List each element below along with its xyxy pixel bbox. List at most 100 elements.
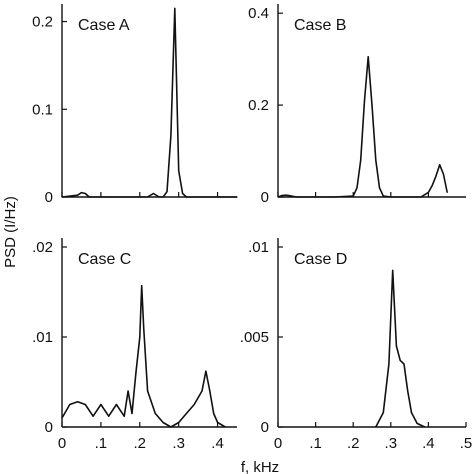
case-d-data-point [399,359,401,361]
case-c-x-tick-label: .2 [134,435,147,452]
case-c-data-point [170,426,172,428]
case-b-data-point [442,173,445,175]
case-b-data-point [371,104,373,106]
case-c-data-point [100,403,102,406]
case-a-data-point [139,196,141,198]
case-a-data-point [61,196,63,198]
case-c-data-point [61,417,63,419]
case-a-data-point [146,196,149,198]
case-d-y-tick-label: 0 [261,419,269,436]
case-d-data-point [388,363,390,365]
case-c-data-point [209,390,211,392]
y-axis-title: PSD (I/Hz) [2,196,19,268]
case-d-data-point [392,269,394,271]
case-b-data-point [409,196,411,198]
case-c-psd-line [61,284,226,428]
case-d-psd-line [375,269,425,428]
case-d-x-tick-label: .3 [385,435,398,452]
case-c-x-tick-label: 0 [58,435,66,452]
case-a-data-point [162,196,164,198]
case-b-y-tick-label: 0 [261,189,269,206]
case-c-x-tick-label: .4 [211,435,224,452]
case-a-y-tick-label: 0.1 [32,101,53,118]
case-b-data-point [315,196,317,198]
case-d-x-tick-label: 0 [274,435,282,452]
case-a-data-point [178,170,180,172]
case-a-data-point [236,196,238,198]
case-d-x-tick-label: .2 [347,435,360,452]
case-c-data-point [141,285,143,287]
case-a-data-point [216,196,219,198]
case-c-data-point [201,390,203,392]
case-c-data-point [92,415,94,417]
panel-case-b: 0 0.2 0.4 Case B [248,4,466,206]
case-b-data-point [435,175,437,177]
case-a-data-point [88,196,90,198]
case-b-data-point [277,196,279,198]
case-d-data-point [407,390,409,392]
case-c-data-point [69,403,71,406]
case-a-data-point [158,196,160,198]
case-a-data-point [80,192,83,194]
case-c-data-point [127,390,129,392]
case-b-data-point [333,196,335,198]
case-a-title: Case A [78,17,130,34]
case-b-data-point [356,187,358,189]
case-b-data-point [360,159,362,161]
case-c-data-point [205,370,207,372]
case-d-x-tick-label: .1 [309,435,322,452]
case-b-data-point [284,194,287,196]
case-b-data-point [382,195,384,197]
case-a-y-tick-label: 0 [45,189,53,206]
case-c-data-point [115,403,118,406]
case-a-data-point [108,196,110,198]
case-c-x-tick-label: .3 [172,435,185,452]
case-a-data-point [174,7,176,9]
case-a-data-point [185,196,188,198]
case-b-psd-line [277,56,448,198]
case-b-data-point [375,159,377,161]
case-a-data-point [152,192,154,195]
case-d-data-point [424,426,426,428]
case-d-x-tick-label: .5 [460,435,473,452]
case-a-data-point [84,192,86,195]
case-a-data-point [197,196,199,198]
case-b-data-point [446,191,448,194]
case-d-title: Case D [294,251,347,268]
case-c-data-point [213,412,215,415]
case-c-data-point [76,401,79,403]
case-b-data-point [367,56,369,58]
case-c-data-point [135,372,137,374]
panel-case-a: 0 0.1 0.2 Case A [32,4,238,206]
case-b-data-point [390,196,392,198]
case-a-data-point [170,134,172,137]
case-c-data-point [131,412,133,415]
case-b-data-point [296,196,298,198]
case-c-data-point [123,415,125,417]
case-b-title: Case B [294,17,346,34]
case-d-data-point [403,363,405,365]
case-a-data-point [189,196,191,198]
case-b-data-point [352,195,354,197]
case-b-data-point [378,187,381,189]
case-a-data-point [76,194,79,196]
case-c-data-point [139,336,141,338]
case-b-data-point [363,99,366,102]
case-d-y-tick-label: .005 [240,329,269,346]
case-c-y-tick-label: .01 [32,329,53,346]
case-b-y-tick-label: 0.4 [248,5,269,22]
case-c-data-point [154,412,156,415]
case-c-title: Case C [78,251,131,268]
case-c-x-tick-label: .1 [95,435,108,452]
case-b-data-point [420,196,422,198]
case-d-data-point [375,426,377,428]
case-b-data-point [427,191,429,194]
panel-case-d: 0 .005 .01 0 .1 .2 .3 .4 .5 Case D [240,238,472,452]
case-c-data-point [216,421,219,424]
case-d-data-point [410,412,413,414]
x-axis-title: f, kHz [241,459,279,474]
case-c-data-point [178,421,180,424]
case-c-y-tick-label: 0 [45,419,53,436]
case-c-data-point [185,412,188,415]
